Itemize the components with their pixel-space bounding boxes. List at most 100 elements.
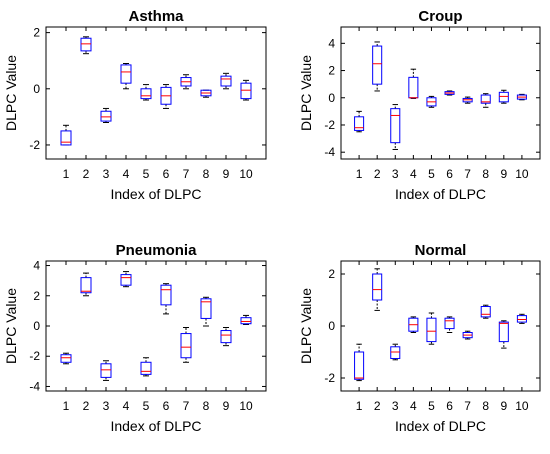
box-iqr (240, 82, 252, 100)
y-tick-label: 2 (328, 267, 335, 281)
y-tick-label: 0 (328, 319, 335, 333)
x-tick-label: 8 (203, 167, 210, 181)
axes-frame (340, 26, 541, 160)
box-8 (200, 296, 212, 327)
x-tick-label: 4 (123, 399, 130, 413)
panel-title: Normal (415, 242, 467, 259)
box-iqr (516, 315, 527, 323)
box-iqr (180, 333, 192, 359)
box-8 (480, 304, 491, 319)
x-tick-label: 9 (223, 399, 230, 413)
box-9 (498, 89, 509, 104)
box-4 (120, 271, 132, 288)
y-tick-label: 2 (33, 289, 40, 303)
x-tick-label: 1 (356, 399, 363, 413)
x-tick-label: 10 (239, 399, 253, 413)
box-2 (372, 268, 383, 311)
box-4 (120, 63, 132, 90)
x-tick-label: 4 (410, 399, 417, 413)
box-iqr (200, 298, 212, 319)
box-iqr (426, 317, 437, 343)
box-5 (426, 95, 437, 108)
x-tick-label: 1 (356, 167, 363, 181)
axes-frame (45, 26, 267, 160)
x-tick-label: 1 (63, 167, 70, 181)
y-tick-label: -2 (324, 371, 335, 385)
box-2 (372, 41, 383, 92)
x-tick-label: 5 (143, 167, 150, 181)
box-iqr (120, 274, 132, 286)
box-5 (426, 312, 437, 345)
box-iqr (60, 354, 72, 363)
box-9 (220, 327, 232, 347)
box-1 (60, 352, 72, 365)
axes-frame (340, 260, 541, 392)
box-iqr (390, 108, 401, 144)
box-iqr (140, 88, 152, 100)
x-tick-label: 1 (63, 399, 70, 413)
box-iqr (240, 317, 252, 325)
box-iqr (354, 351, 365, 380)
x-tick-label: 8 (482, 399, 489, 413)
box-4 (408, 316, 419, 333)
x-tick-label: 10 (239, 167, 253, 181)
box-6 (444, 316, 455, 333)
box-1 (354, 110, 365, 133)
box-iqr (100, 363, 112, 378)
box-3 (100, 107, 112, 123)
box-iqr (408, 76, 419, 99)
box-2 (80, 272, 92, 297)
panel-title: Pneumonia (116, 242, 198, 259)
x-tick-label: 3 (103, 399, 110, 413)
y-axis-label: DLPC Value (3, 55, 19, 131)
box-3 (390, 104, 401, 150)
panel-title: Asthma (128, 8, 184, 25)
box-6 (160, 283, 172, 315)
x-axis-label: Index of DLPC (395, 418, 486, 434)
box-iqr (220, 75, 232, 87)
box-3 (100, 360, 112, 381)
x-axis-label: Index of DLPC (110, 186, 201, 202)
box-iqr (60, 130, 72, 146)
y-tick-label: -4 (324, 145, 335, 159)
x-tick-label: 7 (183, 399, 190, 413)
y-tick-label: 2 (328, 64, 335, 78)
x-tick-label: 8 (203, 399, 210, 413)
box-2 (80, 36, 92, 55)
box-iqr (140, 361, 152, 375)
box-iqr (160, 284, 172, 306)
y-axis-label: DLPC Value (298, 288, 314, 364)
x-axis-label: Index of DLPC (110, 418, 201, 434)
box-3 (390, 343, 401, 361)
box-9 (220, 72, 232, 90)
box-iqr (390, 346, 401, 359)
box-7 (462, 330, 473, 340)
axes-frame (45, 260, 267, 392)
box-iqr (372, 273, 383, 301)
y-tick-label: 0 (33, 319, 40, 333)
x-tick-label: 7 (464, 399, 471, 413)
x-tick-label: 2 (83, 167, 90, 181)
panel-title: Croup (418, 8, 462, 25)
x-tick-label: 4 (123, 167, 130, 181)
x-tick-label: 2 (374, 399, 381, 413)
box-5 (140, 84, 152, 101)
box-9 (498, 320, 509, 349)
box-iqr (498, 321, 509, 343)
box-6 (444, 90, 455, 96)
x-tick-label: 9 (500, 167, 507, 181)
y-tick-label: 0 (328, 91, 335, 105)
y-tick-label: 2 (33, 26, 40, 40)
x-axis-label: Index of DLPC (395, 186, 486, 202)
x-tick-label: 5 (428, 399, 435, 413)
x-tick-label: 6 (163, 167, 170, 181)
x-tick-label: 4 (410, 167, 417, 181)
box-8 (480, 93, 491, 108)
box-1 (60, 124, 72, 146)
x-tick-label: 3 (103, 167, 110, 181)
